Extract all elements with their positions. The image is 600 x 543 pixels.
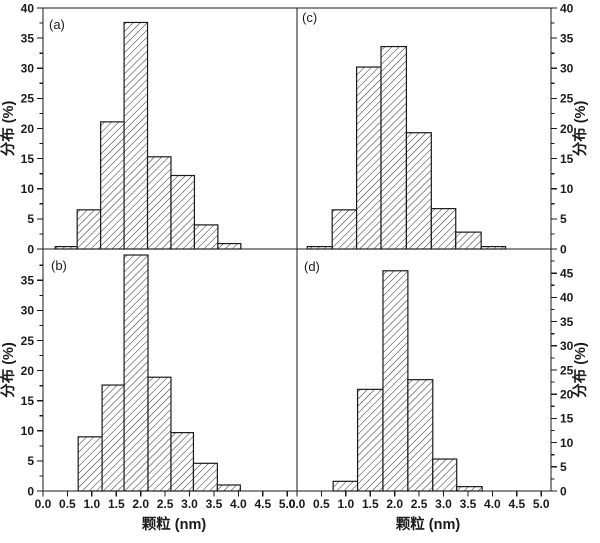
panel-label: (b)	[51, 258, 67, 273]
histogram-bar	[331, 209, 358, 250]
y-axis-tick-label: 40	[560, 291, 574, 305]
x-axis-tick-label: 5.0	[279, 497, 296, 511]
histogram-bar	[407, 379, 434, 492]
x-axis-tick-label: 0.0	[289, 497, 306, 511]
x-axis-tick-label: 3.5	[460, 497, 477, 511]
x-axis-tick-label: 4.5	[254, 497, 271, 511]
x-axis-tick-label: 2.5	[411, 497, 428, 511]
histogram-bar	[355, 66, 382, 250]
panel-d: 0 5 10 15 20 25 30 35 40 45 0.0 0.5 1.0 1.5 2.0 2.5 3.0 3…	[289, 248, 589, 533]
x-axis-tick-label: 3.5	[206, 497, 223, 511]
x-axis-tick-label: 0.0	[35, 497, 52, 511]
x-axis-tick-label: 1.0	[337, 497, 354, 511]
histogram-bar	[216, 484, 241, 492]
y-axis-tick-label: 35	[560, 31, 574, 45]
x-axis-title: 颗粒 (nm)	[396, 515, 461, 533]
histogram-bar	[380, 45, 408, 250]
histogram-bar	[382, 270, 409, 492]
y-axis-tick-label: 20	[21, 122, 35, 136]
panel-a: 0 5 10 15 20 25 30 35 40 分布 (%) (a)	[0, 1, 298, 256]
y-axis-title: 分布 (%)	[571, 101, 589, 157]
y-axis-tick-label: 20	[560, 122, 574, 136]
x-axis-tick-label: 1.5	[108, 497, 125, 511]
panel-label: (d)	[304, 259, 320, 274]
histogram-bar	[101, 384, 125, 492]
histogram-bar	[432, 458, 458, 492]
panel-b: 0 5 10 15 20 25 30 35 0.0 0.5 1.0 1.5 2.0 2.5 3.0 3.5 4.…	[0, 248, 298, 533]
histogram-bar	[192, 462, 218, 492]
y-axis-tick-label: 30	[560, 339, 574, 353]
y-axis-tick-label: 0	[560, 242, 567, 256]
y-axis-tick-label: 35	[21, 31, 35, 45]
histogram-bar	[76, 209, 102, 250]
y-axis-tick-label: 5	[560, 212, 567, 226]
y-axis-tick-label: 10	[560, 182, 574, 196]
panel-label: (a)	[49, 17, 65, 32]
y-axis-tick-label: 15	[21, 394, 35, 408]
x-axis-title: 颗粒 (nm)	[142, 515, 207, 533]
histogram-bar	[100, 121, 125, 250]
y-axis-tick-label: 15	[560, 412, 574, 426]
y-axis-tick-label: 5	[27, 454, 34, 468]
x-axis-tick-label: 2.0	[386, 497, 403, 511]
y-axis-tick-label: 25	[560, 92, 574, 106]
x-axis-tick-label: 1.5	[362, 497, 379, 511]
y-axis-title: 分布 (%)	[0, 342, 17, 398]
y-axis-tick-label: 10	[21, 182, 35, 196]
x-axis-tick-label: 2.0	[132, 497, 149, 511]
histogram-bar	[193, 224, 219, 250]
x-axis-tick-label: 4.0	[230, 497, 247, 511]
y-axis-tick-label: 35	[21, 274, 35, 288]
panel-label: (c)	[302, 10, 317, 25]
histogram-bar	[217, 242, 242, 250]
y-axis-tick-label: 10	[560, 436, 574, 450]
x-axis-tick-label: 3.0	[435, 497, 452, 511]
y-axis-tick-label: 15	[560, 152, 574, 166]
y-axis-tick-label: 0	[27, 242, 34, 256]
y-axis-tick-label: 25	[21, 334, 35, 348]
histogram-bar	[170, 174, 196, 250]
y-axis-tick-label: 10	[21, 424, 35, 438]
y-axis-tick-label: 0	[27, 484, 34, 498]
histogram-bar	[430, 208, 457, 250]
histogram-bar	[455, 231, 482, 250]
y-axis-tick-label: 30	[21, 62, 35, 76]
y-axis-tick-label: 25	[21, 92, 35, 106]
x-axis-tick-label: 5.0	[533, 497, 550, 511]
histogram-bar	[332, 480, 359, 492]
y-axis-tick-label: 45	[560, 267, 574, 281]
y-axis-tick-label: 15	[21, 152, 35, 166]
y-axis-tick-label: 25	[560, 363, 574, 377]
y-axis-tick-label: 0	[560, 484, 567, 498]
histogram-bar	[405, 132, 432, 250]
y-axis-tick-label: 5	[27, 212, 34, 226]
y-axis-tick-label: 35	[560, 315, 574, 329]
y-axis-tick-label: 5	[560, 460, 567, 474]
y-axis-title: 分布 (%)	[571, 342, 589, 398]
y-axis-tick-label: 40	[21, 1, 35, 15]
x-axis-tick-label: 3.0	[181, 497, 198, 511]
histogram-bar	[170, 432, 195, 492]
y-axis-tick-label: 20	[560, 388, 574, 402]
histogram-bar	[146, 156, 172, 250]
x-axis-tick-label: 2.5	[157, 497, 174, 511]
x-axis-tick-label: 0.5	[313, 497, 330, 511]
y-axis-tick-label: 30	[560, 62, 574, 76]
panel-c: 0 5 10 15 20 25 30 35 40 分布 (%) (c)	[296, 1, 589, 256]
histogram-bar	[77, 436, 103, 492]
x-axis-tick-label: 4.5	[508, 497, 525, 511]
y-axis-tick-label: 40	[560, 1, 574, 15]
y-axis-title: 分布 (%)	[0, 101, 17, 157]
histogram-bar	[356, 388, 384, 492]
x-axis-tick-label: 4.0	[484, 497, 501, 511]
histogram-bar	[123, 254, 149, 492]
histogram-bar	[147, 376, 172, 492]
x-axis-tick-label: 1.0	[83, 497, 100, 511]
y-axis-tick-label: 20	[21, 364, 35, 378]
y-axis-tick-label: 30	[21, 304, 35, 318]
x-axis-tick-label: 0.5	[59, 497, 76, 511]
histogram-bar	[123, 21, 149, 250]
